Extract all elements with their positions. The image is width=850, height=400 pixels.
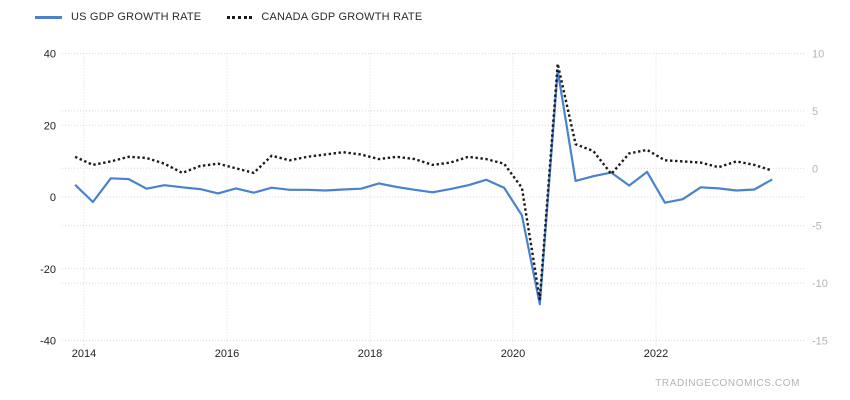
right-axis-tick: 10 [812,49,824,61]
right-axis-tick: -5 [812,221,822,233]
legend-label-canada: CANADA GDP GROWTH RATE [261,11,423,23]
x-axis-tick: 2022 [644,348,668,360]
left-axis-tick: -20 [40,264,56,276]
x-axis-tick: 2018 [358,348,382,360]
left-axis-tick: 20 [44,120,56,132]
right-axis-tick: -10 [812,278,828,290]
legend-label-us: US GDP GROWTH RATE [71,11,202,23]
left-axis-tick: -40 [40,336,56,348]
legend-item-canada[interactable]: CANADA GDP GROWTH RATE [227,11,422,23]
right-axis-tick: -15 [812,336,828,348]
us-line-swatch [35,15,62,19]
canada-line-swatch [227,15,253,19]
x-axis-labels: 2014 2016 2018 2020 2022 [72,348,668,360]
x-axis-tick: 2020 [501,348,525,360]
x-axis-tick: 2014 [72,348,96,360]
right-axis-tick: 5 [812,106,818,118]
canada-gdp-growth-rate-line[interactable] [74,62,773,301]
watermark: TRADINGECONOMICS.COM [655,378,800,389]
chart-legend: US GDP GROWTH RATE CANADA GDP GROWTH RAT… [35,11,422,23]
gridlines [62,53,806,347]
right-axis-labels: 10 5 0 -5 -10 -15 [812,49,828,348]
left-axis-tick: 0 [50,192,56,204]
x-axis-tick: 2016 [215,348,239,360]
left-axis-labels: 40 20 0 -20 -40 [40,49,56,348]
right-axis-tick: 0 [812,163,818,175]
us-gdp-growth-rate-line[interactable] [74,69,773,306]
left-axis-tick: 40 [44,49,56,61]
legend-item-us[interactable]: US GDP GROWTH RATE [35,11,201,23]
